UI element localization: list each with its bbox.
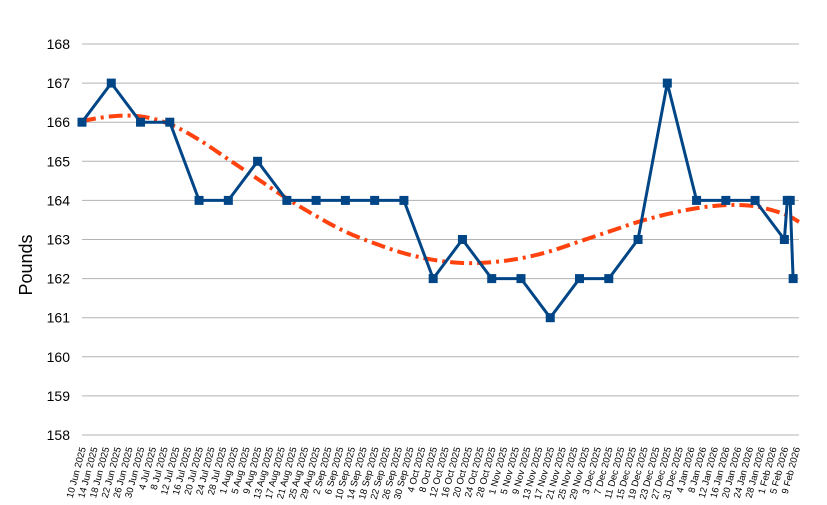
y-tick-label: 159 <box>47 388 71 404</box>
y-tick-label: 168 <box>47 36 71 52</box>
y-tick-label: 163 <box>47 232 71 248</box>
data-point <box>136 117 146 127</box>
gridlines <box>82 43 799 436</box>
weight-series <box>77 78 798 323</box>
y-tick-label: 162 <box>47 271 71 287</box>
data-point <box>604 274 614 284</box>
data-point <box>721 195 731 205</box>
y-axis-label: Pounds <box>16 234 36 295</box>
data-point <box>282 195 292 205</box>
data-point <box>692 195 702 205</box>
data-point <box>253 156 263 166</box>
data-point <box>165 117 175 127</box>
data-point <box>575 274 585 284</box>
data-point <box>788 274 798 284</box>
data-point <box>370 195 380 205</box>
data-point <box>340 195 350 205</box>
data-point <box>516 274 526 284</box>
y-tick-label: 167 <box>47 75 71 91</box>
y-tick-label: 164 <box>47 192 71 208</box>
data-point <box>750 195 760 205</box>
data-point <box>428 274 438 284</box>
data-point <box>487 274 497 284</box>
data-point <box>785 195 795 205</box>
data-point <box>545 313 555 323</box>
trendline <box>81 113 801 266</box>
data-point <box>106 78 116 88</box>
weight-line <box>80 81 795 320</box>
y-tick-label: 158 <box>47 427 71 443</box>
y-tick-label: 160 <box>47 349 71 365</box>
data-point <box>223 195 233 205</box>
y-tick-label: 165 <box>47 153 71 169</box>
y-tick-label: 166 <box>47 114 71 130</box>
data-point <box>77 117 87 127</box>
data-point <box>662 78 672 88</box>
data-point <box>457 235 467 244</box>
y-tick-label: 161 <box>47 310 71 326</box>
trendline-path <box>81 113 801 266</box>
data-point <box>194 195 204 205</box>
data-point <box>779 235 789 244</box>
data-point <box>399 195 409 205</box>
y-axis-tick-labels: 158 159 160 161 162 163 164 165 166 167 168 <box>47 36 71 443</box>
data-point <box>311 195 321 205</box>
data-point <box>633 235 643 244</box>
